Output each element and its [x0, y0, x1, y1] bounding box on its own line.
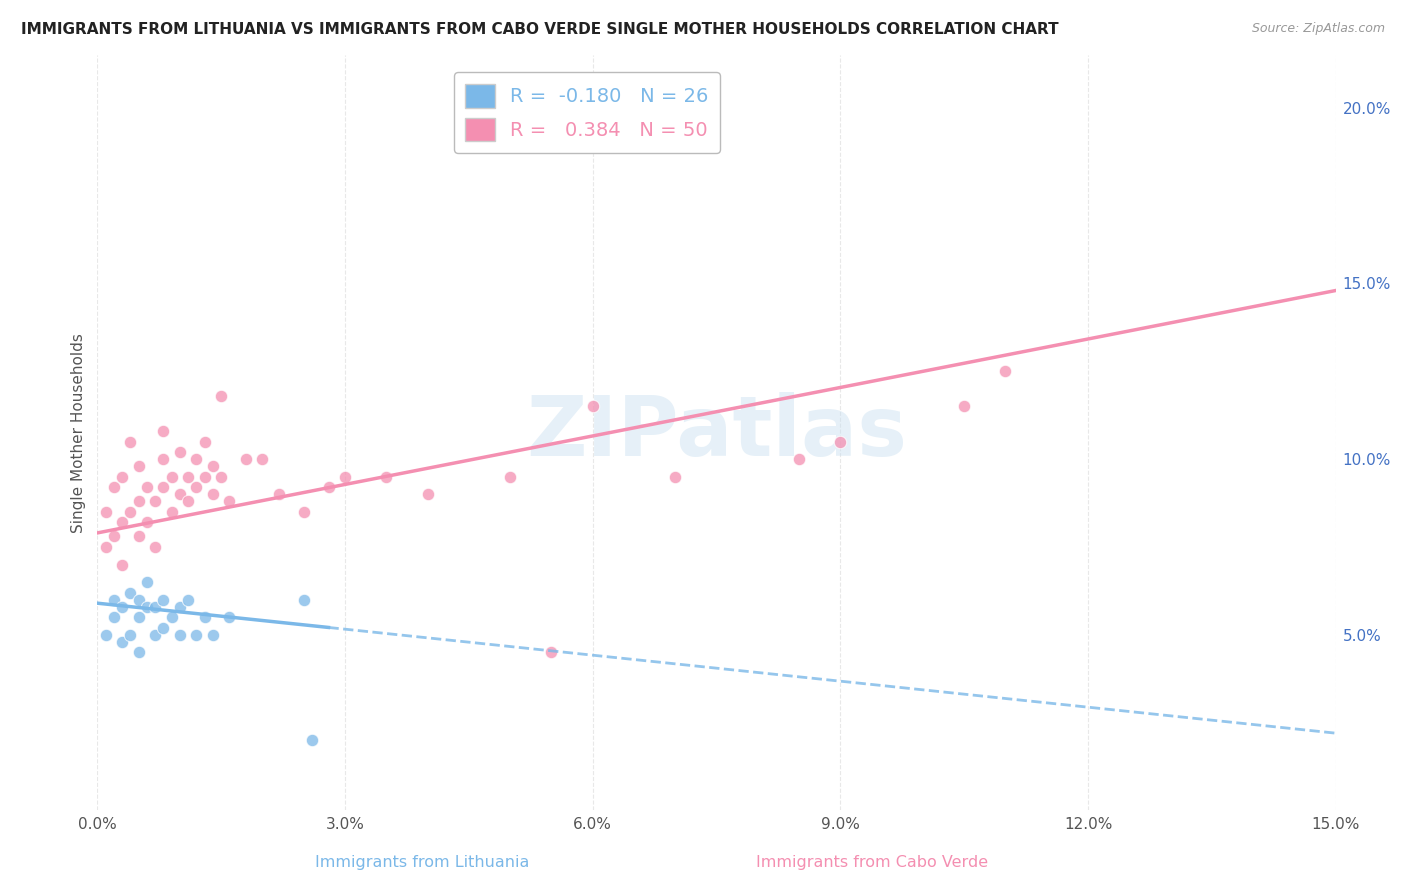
Point [128, 610, 150, 624]
Point [103, 480, 125, 494]
Point [209, 389, 232, 403]
Point [209, 469, 232, 483]
Point [143, 599, 166, 614]
Point [301, 733, 323, 747]
Point [135, 516, 157, 530]
Point [103, 529, 125, 543]
Point [152, 424, 174, 438]
Point [111, 635, 134, 649]
Text: Immigrants from Lithuania: Immigrants from Lithuania [315, 855, 529, 870]
Point [128, 645, 150, 659]
Point [152, 452, 174, 467]
Y-axis label: Single Mother Households: Single Mother Households [72, 333, 86, 533]
Point [135, 575, 157, 590]
Point [499, 469, 522, 483]
Point [194, 434, 217, 449]
Point [120, 434, 142, 449]
Point [177, 494, 200, 508]
Point [218, 494, 240, 508]
Point [169, 445, 191, 459]
Point [252, 452, 274, 467]
Point [103, 592, 125, 607]
Point [292, 592, 315, 607]
Point [186, 452, 208, 467]
Point [160, 505, 183, 519]
Point [787, 452, 810, 467]
Point [169, 628, 191, 642]
Point [111, 558, 134, 572]
Point [128, 494, 150, 508]
Point [235, 452, 257, 467]
Point [333, 469, 356, 483]
Point [160, 610, 183, 624]
Point [292, 505, 315, 519]
Point [143, 494, 166, 508]
Point [94, 540, 117, 554]
Point [94, 505, 117, 519]
Point [375, 469, 398, 483]
Point [128, 592, 150, 607]
Point [186, 628, 208, 642]
Point [135, 599, 157, 614]
Point [318, 480, 340, 494]
Point [120, 628, 142, 642]
Point [120, 585, 142, 599]
Point [416, 487, 439, 501]
Point [194, 610, 217, 624]
Point [201, 487, 224, 501]
Point [128, 459, 150, 474]
Point [540, 645, 562, 659]
Point [177, 469, 200, 483]
Point [152, 592, 174, 607]
Point [177, 592, 200, 607]
Point [120, 505, 142, 519]
Point [169, 599, 191, 614]
Point [267, 487, 290, 501]
Point [143, 540, 166, 554]
Point [830, 434, 852, 449]
Point [994, 364, 1017, 378]
Text: IMMIGRANTS FROM LITHUANIA VS IMMIGRANTS FROM CABO VERDE SINGLE MOTHER HOUSEHOLDS: IMMIGRANTS FROM LITHUANIA VS IMMIGRANTS … [21, 22, 1059, 37]
Point [128, 529, 150, 543]
Point [582, 400, 605, 414]
Point [953, 400, 976, 414]
Point [664, 469, 686, 483]
Point [169, 487, 191, 501]
Point [186, 480, 208, 494]
Point [152, 621, 174, 635]
Text: Immigrants from Cabo Verde: Immigrants from Cabo Verde [755, 855, 988, 870]
Point [160, 469, 183, 483]
Text: ZIPatlas: ZIPatlas [526, 392, 907, 474]
Text: Source: ZipAtlas.com: Source: ZipAtlas.com [1251, 22, 1385, 36]
Point [135, 480, 157, 494]
Point [218, 610, 240, 624]
Point [111, 516, 134, 530]
Legend: R =  -0.180   N = 26, R =   0.384   N = 50: R = -0.180 N = 26, R = 0.384 N = 50 [454, 72, 720, 153]
Point [94, 628, 117, 642]
Point [201, 628, 224, 642]
Point [201, 459, 224, 474]
Point [111, 469, 134, 483]
Point [143, 628, 166, 642]
Point [111, 599, 134, 614]
Point [103, 610, 125, 624]
Point [152, 480, 174, 494]
Point [194, 469, 217, 483]
